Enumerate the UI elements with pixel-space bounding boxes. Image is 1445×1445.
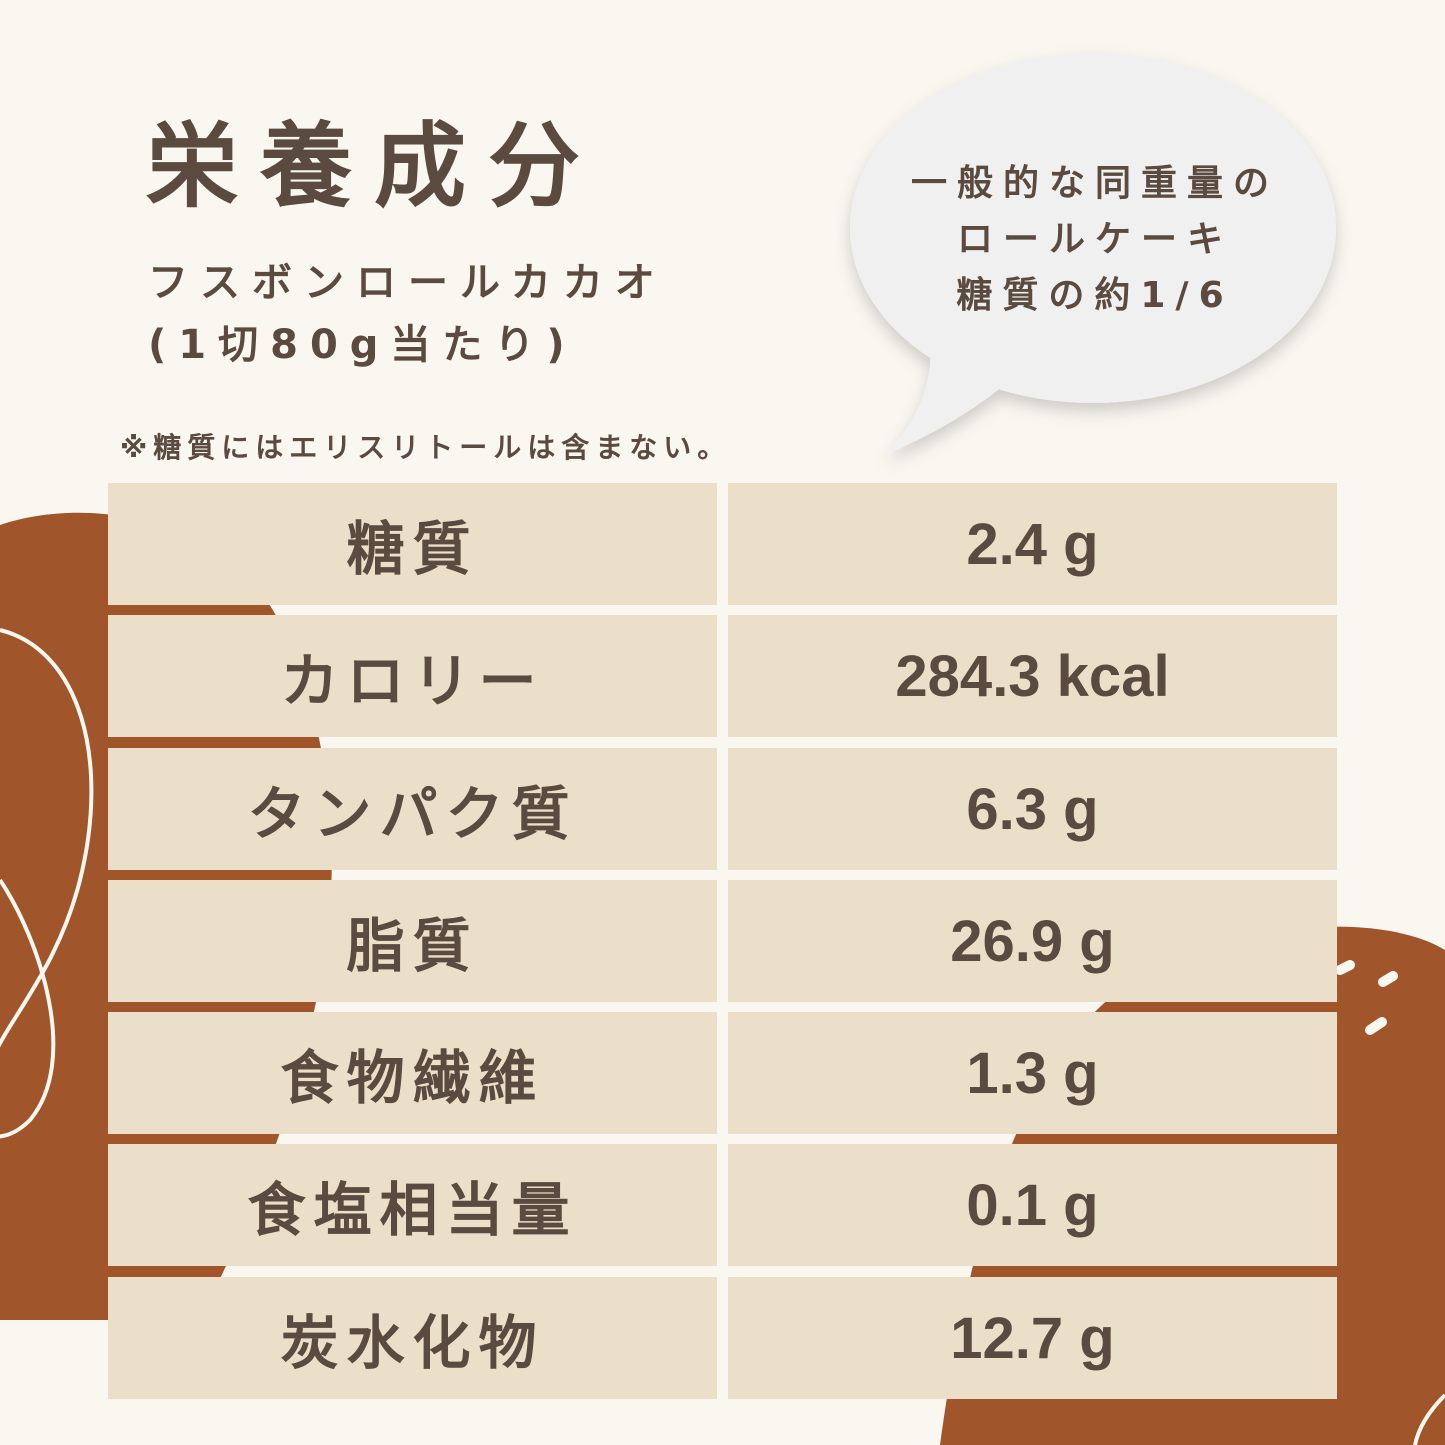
nutrient-value: 0.1 g xyxy=(728,1144,1337,1266)
left-line-right xyxy=(1413,1393,1445,1445)
speech-bubble xyxy=(850,53,1336,455)
bubble-text: 一般的な同重量の ロールケーキ 糖質の約1/6 xyxy=(860,156,1330,324)
nutrient-value: 6.3 g xyxy=(728,748,1337,870)
nutrient-label: 糖質 xyxy=(108,483,717,605)
nutrient-value: 1.3 g xyxy=(728,1012,1337,1134)
bubble-line: ロールケーキ xyxy=(956,219,1233,260)
nutrient-label: 食物繊維 xyxy=(108,1012,717,1134)
bubble-line: 一般的な同重量の xyxy=(910,163,1279,204)
bubble-line: 糖質の約1/6 xyxy=(956,275,1234,316)
nutrient-label: 炭水化物 xyxy=(108,1277,717,1399)
left-line-decoration xyxy=(0,628,94,1139)
nutrient-label: 脂質 xyxy=(108,880,717,1002)
nutrient-label: 食塩相当量 xyxy=(108,1144,717,1266)
nutrient-label: カロリー xyxy=(108,615,717,737)
footnote: ※糖質にはエリスリトールは含まない。 xyxy=(120,431,732,464)
nutrient-value: 26.9 g xyxy=(728,880,1337,1002)
product-info: フスボンロールカカオ (1切80g当たり) xyxy=(148,252,667,376)
nutrient-value: 12.7 g xyxy=(728,1277,1337,1399)
serving-size: (1切80g当たり) xyxy=(148,322,577,368)
nutrient-value: 284.3 kcal xyxy=(728,615,1337,737)
product-name: フスボンロールカカオ xyxy=(148,260,667,306)
nutrient-label: タンパク質 xyxy=(108,748,717,870)
page-title: 栄養成分 xyxy=(146,113,603,220)
sprinkle-decoration xyxy=(1335,960,1398,1035)
nutrient-value: 2.4 g xyxy=(728,483,1337,605)
